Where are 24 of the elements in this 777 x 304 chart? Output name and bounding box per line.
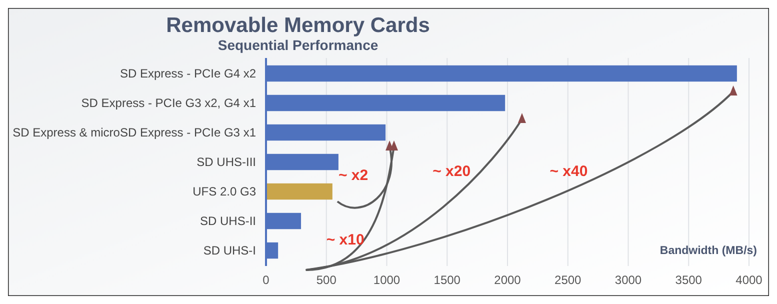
- annotation: ~ x40: [550, 163, 588, 180]
- x-tick-label: 500: [316, 273, 337, 287]
- y-tick-label: SD Express - PCIe G3 x2, G4 x1: [81, 96, 256, 110]
- chart-title: Removable Memory Cards: [166, 14, 430, 37]
- annotation: ~ x2: [338, 167, 368, 184]
- x-tick-label: 3000: [614, 273, 642, 287]
- x-tick-label: 1500: [434, 273, 461, 287]
- y-tick-label: SD UHS-III: [196, 155, 256, 169]
- x-tick-label: 3500: [675, 273, 702, 287]
- y-tick-label: SD Express - PCIe G4 x2: [120, 66, 256, 80]
- x-tick-label: 2000: [494, 273, 522, 287]
- annotation: ~ x10: [326, 232, 364, 249]
- bar: [266, 183, 332, 200]
- annotation: ~ x20: [432, 163, 471, 180]
- y-tick-label: SD UHS-I: [203, 244, 256, 258]
- x-tick-label: 4000: [736, 273, 763, 287]
- x-tick-label: 0: [262, 273, 270, 287]
- y-tick-label: SD UHS-II: [200, 214, 256, 228]
- y-tick-label: SD Express & microSD Express - PCIe G3 x1: [12, 125, 256, 140]
- x-tick-label: 2500: [554, 273, 582, 287]
- x-axis-title: Bandwidth (MB/s): [660, 245, 758, 257]
- y-tick-label: UFS 2.0 G3: [192, 184, 256, 199]
- x-tick-label: 1000: [373, 273, 400, 287]
- chart-subtitle: Sequential Performance: [218, 37, 378, 53]
